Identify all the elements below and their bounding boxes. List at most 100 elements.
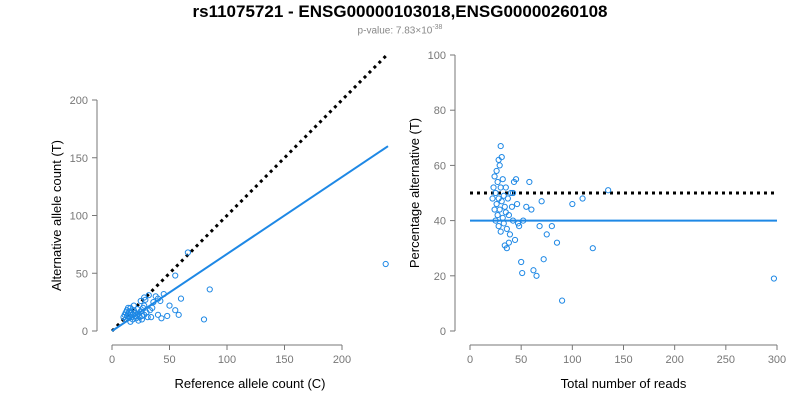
data-point	[493, 200, 500, 208]
y-axis-title: Alternative allele count (T)	[49, 140, 64, 291]
p-value-exponent: -38	[432, 24, 443, 31]
data-point	[518, 258, 525, 266]
data-point	[154, 311, 162, 318]
data-point	[135, 317, 142, 324]
data-point	[500, 220, 507, 227]
y-tick-label: 80	[434, 105, 446, 117]
p-value-subtitle: p-value: 7.83×10-38	[0, 24, 800, 36]
data-point	[491, 206, 498, 213]
data-point	[150, 299, 157, 306]
data-point	[508, 203, 516, 210]
data-point	[506, 231, 514, 238]
data-point	[172, 272, 179, 279]
data-point	[536, 223, 543, 230]
data-point	[158, 315, 165, 322]
data-point	[505, 211, 512, 219]
data-point	[164, 312, 171, 320]
x-tick-label: 150	[275, 354, 293, 366]
data-point	[149, 304, 156, 311]
data-point	[501, 203, 508, 210]
data-point	[157, 297, 164, 305]
data-point	[507, 189, 515, 197]
x-tick-label: 200	[333, 354, 351, 366]
data-point	[553, 239, 561, 246]
y-tick-label: 100	[70, 211, 88, 223]
y-tick-label: 100	[428, 50, 446, 62]
data-point	[142, 296, 149, 303]
data-point	[141, 302, 148, 309]
data-point	[493, 167, 500, 175]
x-tick-label: 300	[768, 354, 786, 366]
data-point	[526, 178, 533, 186]
data-point	[505, 239, 512, 246]
x-tick-label: 100	[218, 354, 236, 366]
data-point	[523, 203, 530, 210]
data-point	[130, 302, 137, 309]
data-point	[148, 314, 155, 321]
data-point	[530, 267, 537, 274]
y-tick-label: 20	[434, 271, 446, 283]
data-point	[125, 304, 132, 311]
data-point	[540, 256, 547, 263]
data-point	[492, 217, 499, 224]
data-point	[538, 198, 545, 205]
data-point	[516, 223, 523, 230]
data-point	[490, 184, 497, 191]
y-tick-label: 200	[70, 95, 88, 107]
fit-line	[111, 145, 389, 332]
data-point	[491, 173, 498, 180]
data-point	[589, 245, 596, 252]
y-tick-label: 50	[76, 268, 88, 280]
y-tick-label: 60	[434, 160, 446, 172]
data-point	[496, 162, 503, 169]
left-scatter-panel: 0 50 100 150 200 0 50 100 150 200 Reference allele…	[49, 52, 390, 391]
data-point	[175, 311, 182, 318]
data-point	[499, 176, 506, 183]
data-point	[145, 292, 152, 299]
y-tick-label: 40	[434, 216, 446, 228]
y-tick-label: 0	[82, 326, 88, 338]
reference-dotted-line	[110, 52, 390, 333]
data-point	[496, 206, 503, 213]
p-value-text: p-value: 7.83×10	[357, 25, 433, 37]
x-tick-label: 0	[109, 354, 115, 366]
data-point	[494, 211, 501, 219]
data-point	[495, 223, 502, 230]
x-tick-label: 50	[515, 354, 527, 366]
right-scatter-panel: 0 50 100 150 200 250 300 0 20 40 60 80 100 Total numb…	[407, 50, 786, 391]
data-point	[489, 195, 496, 202]
data-point	[497, 228, 504, 235]
data-point	[519, 269, 526, 277]
data-point	[138, 316, 145, 323]
data-point	[770, 275, 778, 282]
data-point	[548, 223, 555, 230]
x-axis-title: Total number of reads	[561, 376, 687, 391]
data-point	[494, 178, 501, 186]
data-point	[160, 290, 167, 298]
data-point	[509, 189, 517, 197]
data-point	[528, 206, 535, 213]
y-tick-label: 0	[440, 326, 446, 338]
data-point	[500, 192, 507, 199]
x-tick-label: 100	[563, 354, 581, 366]
data-point	[172, 307, 179, 314]
data-point	[509, 217, 517, 224]
data-point	[498, 198, 505, 205]
data-point	[502, 184, 509, 191]
data-point	[605, 187, 612, 194]
data-point	[495, 156, 502, 163]
data-point	[127, 318, 134, 325]
data-point	[492, 189, 499, 197]
y-tick-label: 150	[70, 153, 88, 165]
x-tick-label: 50	[163, 354, 175, 366]
x-tick-label: 150	[614, 354, 632, 366]
data-point	[503, 245, 510, 252]
y-axis-title: Percentage alternative (T)	[407, 118, 422, 268]
data-point	[503, 225, 510, 232]
data-point	[579, 195, 586, 202]
data-point	[200, 316, 208, 323]
data-point	[206, 286, 213, 293]
data-point	[382, 260, 389, 268]
data-point	[184, 249, 191, 256]
